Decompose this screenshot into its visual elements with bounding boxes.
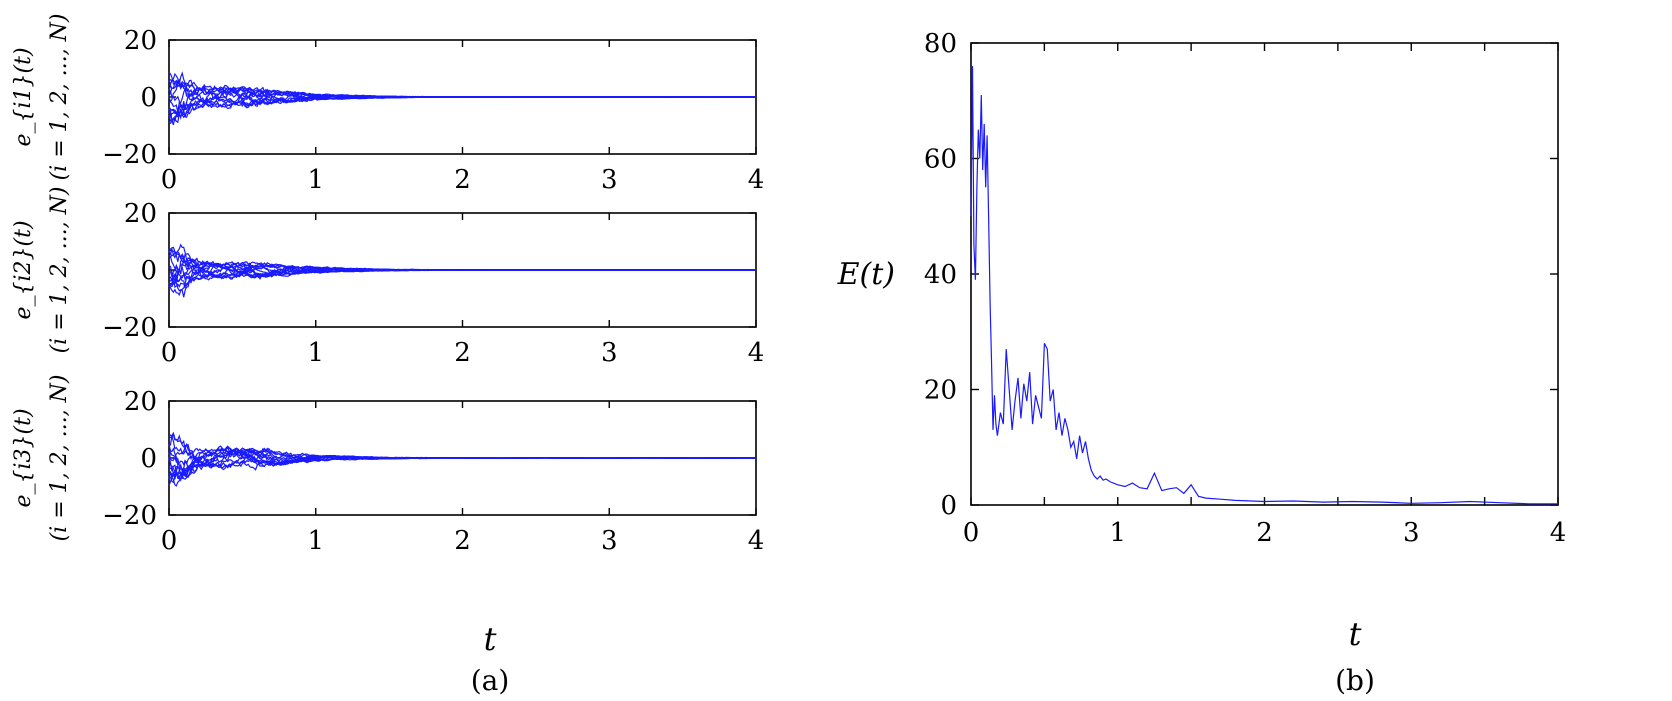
x-tick-label: 0: [963, 518, 980, 548]
plot-frame: [970, 42, 1559, 506]
y-tick-label: 40: [924, 260, 957, 290]
x-tick-label: 1: [1109, 518, 1126, 548]
y-tick-label: −20: [102, 140, 157, 170]
error-trajectory: [168, 261, 756, 298]
y-tick-label: 60: [924, 145, 957, 175]
x-tick-label: 2: [454, 526, 471, 556]
x-tick-label: 2: [1256, 518, 1273, 548]
x-tick-label: 4: [748, 526, 765, 556]
y-axis-label: E(t): [837, 257, 895, 292]
y-tick-label: 0: [140, 256, 157, 286]
x-tick-label: 3: [601, 526, 618, 556]
y-axis-label-index: (i = 1, 2, ..., N): [47, 14, 72, 181]
y-axis-label: e_{i1}(t): [11, 47, 36, 146]
x-tick-label: 1: [307, 526, 324, 556]
x-tick-label: 0: [161, 165, 178, 195]
y-tick-label: −20: [102, 501, 157, 531]
panel-a-caption: (a): [471, 664, 510, 697]
y-axis-label: e_{i2}(t): [11, 220, 36, 319]
panel-a: 200−200 1 2 3 4e_{i1}(t) (i = 1, 2, ..., N)20…: [11, 14, 764, 556]
x-tick-label: 2: [454, 338, 471, 368]
error-trajectory: [168, 261, 757, 297]
x-tick-label: 1: [307, 338, 324, 368]
y-axis-label: e_{i3}(t): [11, 408, 36, 507]
x-tick-label: 2: [454, 165, 471, 195]
error-trajectory: [168, 80, 756, 106]
y-tick-label: −20: [102, 313, 157, 343]
x-tick-label: 4: [748, 165, 765, 195]
energy-series-line: [970, 66, 1558, 505]
y-tick-label: 0: [140, 83, 157, 113]
panel-b-xlabel: t: [1349, 615, 1362, 653]
x-tick-label: 0: [161, 338, 178, 368]
y-tick-label: 20: [924, 376, 957, 406]
panel-a-xlabel: t: [484, 620, 497, 658]
y-tick-label: 0: [940, 491, 957, 521]
error-trajectory: [168, 433, 756, 469]
y-tick-label: 20: [124, 199, 157, 229]
y-tick-label: 20: [124, 387, 157, 417]
panel-b-caption: (b): [1335, 664, 1375, 697]
x-tick-label: 3: [1403, 518, 1420, 548]
y-tick-label: 20: [124, 26, 157, 56]
x-tick-label: 3: [601, 338, 618, 368]
panel-b: 0 20 40 60 80 0 1 2 3 4 E(t): [837, 29, 1567, 548]
x-tick-label: 0: [161, 526, 178, 556]
x-tick-label: 4: [748, 338, 765, 368]
x-tick-label: 3: [601, 165, 618, 195]
subplot-e1: 200−200 1 2 3 4e_{i1}(t) (i = 1, 2, ..., N): [11, 14, 764, 195]
x-tick-label: 4: [1550, 518, 1567, 548]
y-axis-label-index: (i = 1, 2, ..., N): [47, 375, 72, 542]
x-tick-label: 1: [307, 165, 324, 195]
y-axis-label-index: (i = 1, 2, ..., N): [47, 187, 72, 354]
y-tick-label: 0: [140, 444, 157, 474]
subplot-e3: 200−200 1 2 3 4e_{i3}(t) (i = 1, 2, ..., N): [11, 375, 764, 556]
subplot-e2: 200−200 1 2 3 4e_{i2}(t) (i = 1, 2, ..., N): [11, 187, 764, 368]
y-tick-label: 80: [924, 29, 957, 59]
error-trajectory: [168, 257, 756, 288]
